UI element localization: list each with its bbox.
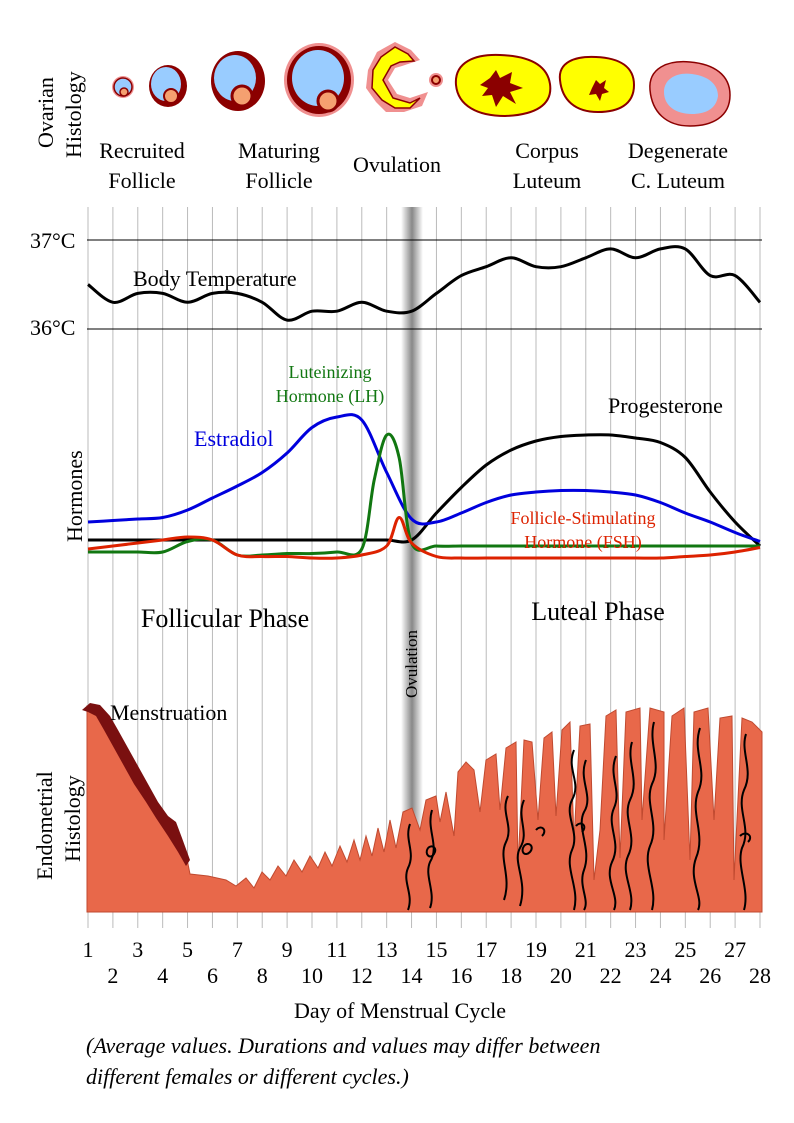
lh-label: Luteinizing — [289, 362, 372, 382]
day-label-26: 26 — [699, 963, 721, 988]
corpus-luteum-large-icon — [454, 53, 552, 118]
ovarian-histology-icons — [112, 42, 731, 127]
caption-line-1: (Average values. Durations and values ma… — [86, 1033, 600, 1058]
endometrium-graphic — [82, 703, 763, 913]
ovulation-follicle-icon — [366, 42, 443, 112]
day-labels-even: 2 4 6 8 10 12 14 16 18 20 22 24 26 28 — [107, 963, 771, 988]
day-label-13: 13 — [376, 937, 398, 962]
day-label-7: 7 — [232, 937, 243, 962]
label-ovulation: Ovulation — [353, 152, 441, 177]
ovulation-band — [401, 207, 423, 912]
day-label-11: 11 — [326, 937, 347, 962]
recruited-follicle-large-icon — [149, 65, 187, 107]
day-labels-odd: 1 3 5 7 9 11 13 15 17 19 21 23 25 27 — [83, 937, 747, 962]
recruited-follicle-small-icon — [112, 76, 134, 98]
day-label-14: 14 — [401, 963, 423, 988]
label-degenerate-cl: Degenerate — [628, 138, 728, 163]
label-corpus-luteum: Corpus — [515, 138, 579, 163]
label-maturing-follicle-2: Follicle — [245, 168, 312, 193]
day-label-15: 15 — [425, 937, 447, 962]
day-label-24: 24 — [649, 963, 671, 988]
day-label-17: 17 — [475, 937, 497, 962]
day-label-25: 25 — [674, 937, 696, 962]
lh-label-2: Hormone (LH) — [276, 386, 384, 407]
body-temperature-label: Body Temperature — [133, 266, 297, 291]
day-label-8: 8 — [257, 963, 268, 988]
endometrial-histology-title: Endometrial — [32, 771, 57, 880]
menstruation-label: Menstruation — [110, 700, 227, 725]
ovarian-histology-title: Ovarian — [33, 77, 58, 148]
progesterone-label: Progesterone — [608, 393, 723, 418]
label-maturing-follicle: Maturing — [238, 138, 320, 163]
temp-37-label: 37°C — [30, 228, 75, 253]
day-label-12: 12 — [351, 963, 373, 988]
day-label-27: 27 — [724, 937, 746, 962]
day-label-3: 3 — [132, 937, 143, 962]
day-label-6: 6 — [207, 963, 218, 988]
progesterone-line — [88, 433, 762, 548]
day-label-10: 10 — [301, 963, 323, 988]
day-label-28: 28 — [749, 963, 771, 988]
day-label-5: 5 — [182, 937, 193, 962]
menstruation-shedding — [82, 703, 190, 866]
fsh-label-2: Hormone (FSH) — [524, 532, 642, 553]
fsh-label: Follicle-Stimulating — [511, 508, 656, 528]
label-corpus-luteum-2: Luteum — [513, 168, 581, 193]
hormones-axis-label: Hormones — [62, 450, 87, 542]
maturing-follicle-small-icon — [211, 51, 265, 111]
maturing-follicle-large-icon — [284, 43, 354, 117]
day-label-4: 4 — [157, 963, 168, 988]
label-degenerate-cl-2: C. Luteum — [631, 168, 725, 193]
follicular-phase-label: Follicular Phase — [141, 604, 309, 633]
day-label-22: 22 — [600, 963, 622, 988]
day-label-2: 2 — [107, 963, 118, 988]
luteal-phase-label: Luteal Phase — [531, 597, 665, 626]
spiral-arteries — [405, 721, 752, 911]
day-label-16: 16 — [450, 963, 472, 988]
day-axis-title: Day of Menstrual Cycle — [294, 998, 506, 1023]
day-label-21: 21 — [575, 937, 597, 962]
day-label-18: 18 — [500, 963, 522, 988]
temp-36-label: 36°C — [30, 315, 75, 340]
estradiol-label: Estradiol — [194, 426, 273, 451]
label-recruited-follicle: Recruited — [99, 138, 185, 163]
fsh-line — [87, 516, 761, 560]
caption-line-2: different females or different cycles.) — [86, 1064, 409, 1089]
label-recruited-follicle-2: Follicle — [108, 168, 175, 193]
day-label-9: 9 — [282, 937, 293, 962]
day-label-20: 20 — [550, 963, 572, 988]
day-label-23: 23 — [625, 937, 647, 962]
corpus-luteum-small-icon — [558, 55, 636, 114]
degenerate-corpus-luteum-icon — [649, 60, 731, 127]
day-label-19: 19 — [525, 937, 547, 962]
body-temperature-line — [87, 245, 762, 322]
day-label-1: 1 — [83, 937, 94, 962]
ovulation-band-label: Ovulation — [402, 630, 421, 698]
endometrial-histology-title-2: Histology — [60, 775, 85, 862]
estradiol-line — [87, 413, 761, 543]
ovarian-histology-title-2: Histology — [61, 71, 86, 158]
endometrium-tissue — [86, 705, 763, 913]
